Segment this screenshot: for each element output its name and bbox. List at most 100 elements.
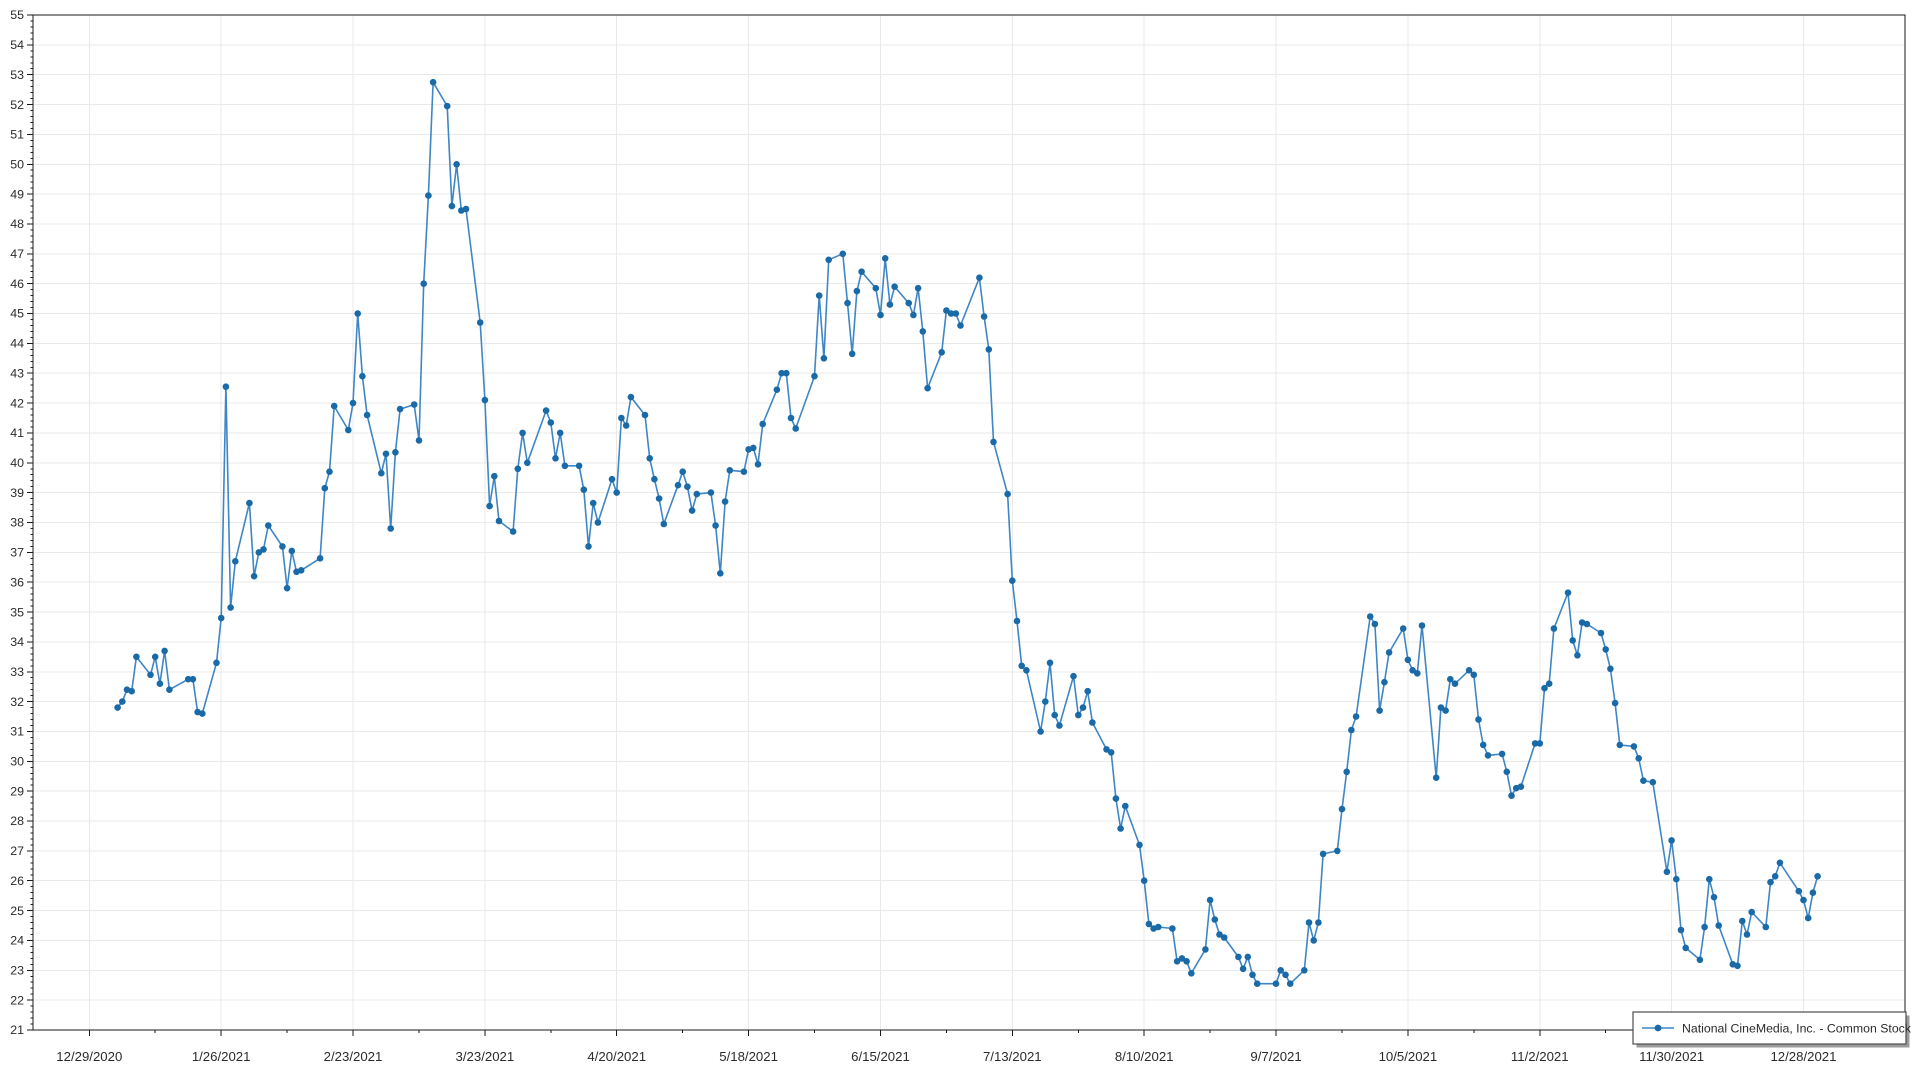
y-tick-label: 54 — [10, 38, 24, 52]
x-tick-label: 12/28/2021 — [1770, 1049, 1836, 1064]
data-point-marker — [363, 411, 371, 419]
data-point-marker — [976, 274, 983, 282]
data-point-marker — [1616, 741, 1624, 749]
data-point-marker — [910, 311, 917, 319]
data-point-marker — [227, 604, 234, 611]
data-point-marker — [1597, 629, 1605, 637]
data-point-marker — [872, 284, 880, 292]
data-point-marker — [509, 528, 517, 535]
data-point-marker — [462, 205, 470, 213]
x-tick-label: 9/7/2021 — [1250, 1049, 1301, 1064]
data-point-marker — [1173, 958, 1181, 965]
data-point-marker — [750, 444, 757, 452]
data-point-marker — [792, 425, 799, 432]
data-point-marker — [1545, 680, 1553, 687]
legend-series-label: National CineMedia, Inc. - Common Stock — [1682, 1022, 1912, 1036]
data-point-marker — [246, 499, 253, 507]
data-point-marker — [1319, 850, 1327, 858]
y-tick-label: 38 — [10, 516, 24, 530]
y-tick-label: 25 — [10, 904, 24, 918]
y-tick-label: 30 — [10, 755, 24, 769]
data-point-marker — [321, 484, 329, 492]
data-point-marker — [1574, 652, 1581, 659]
legend[interactable]: National CineMedia, Inc. - Common Stock — [1632, 1011, 1912, 1048]
data-point-marker — [1583, 620, 1591, 628]
data-point-marker — [1748, 908, 1755, 916]
data-point-marker — [119, 698, 126, 705]
data-point-marker — [1056, 722, 1063, 729]
x-tick-label: 3/23/2021 — [456, 1049, 515, 1064]
data-point-marker — [1649, 778, 1657, 786]
data-point-marker — [646, 455, 653, 462]
x-axis-labels: 12/29/2020 1/26/2021 2/23/2021 3/23/2021 4/2… — [56, 1049, 1836, 1064]
data-point-marker — [1338, 805, 1346, 813]
data-point-marker — [260, 546, 267, 553]
data-point-marker — [1739, 917, 1746, 925]
data-point-marker — [443, 102, 451, 110]
data-point-marker — [1239, 965, 1247, 973]
data-point-marker — [943, 307, 950, 314]
data-point-marker — [957, 322, 964, 329]
data-point-marker — [985, 346, 993, 353]
data-point-marker — [542, 407, 550, 414]
data-point-marker — [1715, 922, 1722, 929]
data-point-marker — [825, 256, 832, 264]
data-point-marker — [147, 671, 154, 679]
data-point-marker — [783, 369, 790, 377]
data-point-marker — [1140, 877, 1148, 884]
x-tick-label: 10/5/2021 — [1379, 1049, 1438, 1064]
y-tick-label: 42 — [10, 396, 24, 410]
data-point-marker — [1508, 792, 1515, 799]
data-point-marker — [1668, 837, 1675, 844]
data-point-marker — [514, 465, 522, 473]
data-point-marker — [415, 437, 423, 444]
data-point-marker — [354, 310, 362, 317]
data-point-marker — [283, 584, 291, 592]
data-point-marker — [1677, 926, 1685, 934]
data-point-marker — [133, 653, 140, 661]
x-tick-label: 11/2/2021 — [1511, 1049, 1569, 1064]
y-tick-label: 41 — [10, 426, 24, 440]
data-point-marker — [1640, 777, 1647, 784]
data-point-marker — [1673, 875, 1680, 883]
y-tick-label: 36 — [10, 575, 24, 589]
data-point-marker — [679, 468, 686, 476]
data-point-marker — [721, 498, 729, 505]
data-point-marker — [222, 383, 230, 391]
data-point-marker — [1696, 956, 1704, 964]
x-tick-label: 8/10/2021 — [1115, 1049, 1174, 1064]
data-point-marker — [1136, 841, 1143, 849]
data-point-marker — [1762, 923, 1770, 931]
y-tick-label: 32 — [10, 695, 24, 709]
y-tick-label: 27 — [10, 844, 24, 858]
data-point-marker — [547, 419, 555, 426]
y-tick-label: 39 — [10, 486, 24, 500]
data-point-marker — [1244, 953, 1252, 961]
data-point-marker — [1635, 755, 1642, 762]
data-point-marker — [1809, 889, 1817, 896]
data-point-marker — [1550, 625, 1558, 632]
data-point-marker — [265, 522, 272, 529]
data-point-marker — [387, 525, 395, 532]
data-point-marker — [1399, 625, 1407, 632]
data-point-marker — [1013, 617, 1021, 625]
y-tick-label: 46 — [10, 277, 24, 291]
y-tick-label: 23 — [10, 963, 24, 977]
data-point-marker — [453, 161, 460, 168]
y-tick-label: 34 — [10, 635, 24, 649]
axis-ticks — [27, 14, 1804, 1036]
data-point-marker — [627, 393, 635, 401]
data-point-marker — [1352, 713, 1360, 720]
data-point-marker — [613, 489, 620, 496]
data-point-marker — [674, 481, 682, 489]
y-tick-label: 37 — [10, 546, 24, 560]
data-point-marker — [844, 299, 851, 307]
data-point-marker — [759, 420, 766, 428]
data-point-markers — [114, 78, 1821, 987]
data-point-marker — [1183, 958, 1190, 965]
data-point-marker — [1188, 970, 1195, 977]
data-point-marker — [1804, 914, 1812, 922]
data-point-marker — [575, 462, 583, 470]
data-point-marker — [1371, 620, 1379, 628]
data-point-marker — [1418, 622, 1426, 629]
